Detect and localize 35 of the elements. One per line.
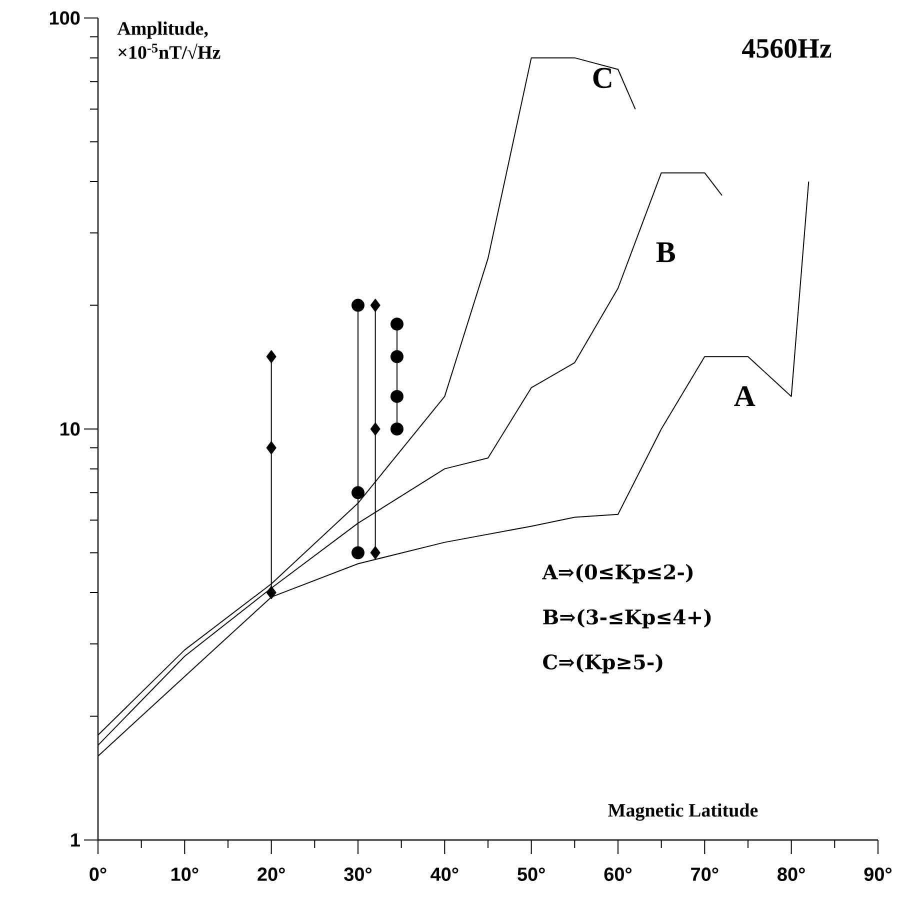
x-tick-label: 70° [691,868,718,881]
point [351,546,364,560]
point [370,422,380,436]
x-tick-label: 60° [604,868,632,881]
x-tick-label: 80° [778,868,805,881]
x-axis-title: Magnetic Latitude [608,803,758,821]
annotation: C [593,68,612,88]
point [266,586,276,600]
y-tick-label: 10 [60,422,80,436]
point [266,350,276,364]
annotation: A [734,386,756,406]
x-tick-label: 50° [518,868,545,881]
y-tick-label: 1 [71,833,80,847]
point [266,441,276,454]
annotation: A⇒(0≤Kp≤2-) [542,564,693,584]
y-tick-label: 100 [50,11,80,25]
point [390,318,404,331]
y-axis-title: Amplitude, ×10$^{-5}$nT/√Hz [117,22,220,59]
point [370,298,380,312]
annotation: B [656,242,676,262]
text: 4560Hz [742,38,832,58]
point [351,298,364,312]
x-tick-label: 90° [864,868,892,881]
x-tick-label: 30° [344,868,372,882]
x-tick-label: 40° [430,868,458,881]
x-tick-label: 20° [258,868,285,881]
point [390,390,404,403]
x-tick-label: 0° [90,868,106,881]
point [390,350,404,364]
x-tick-label: 10° [171,868,198,881]
point [351,486,364,500]
annotation: B⇒(3-≤Kp≤4+) [543,609,711,628]
point [370,546,380,560]
annotation: C⇒(Kp≥5-) [543,654,662,674]
point [390,422,404,436]
